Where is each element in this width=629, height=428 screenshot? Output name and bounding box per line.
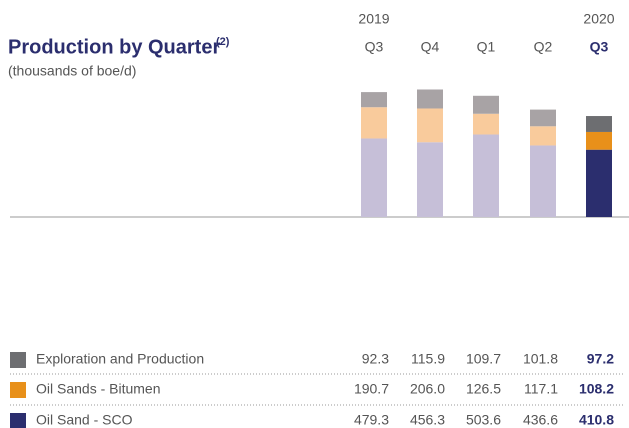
year-label: 2020	[583, 11, 614, 27]
subtitle: (thousands of boe/d)	[8, 63, 136, 79]
table-value: 190.7	[354, 381, 389, 397]
legend-label: Oil Sand - SCO	[36, 412, 133, 428]
bar-segment	[473, 95, 499, 114]
table-value: 115.9	[411, 351, 445, 367]
table-value: 108.2	[579, 381, 614, 397]
legend-swatch	[10, 413, 26, 428]
table-value: 410.8	[579, 412, 614, 428]
table-value: 503.6	[466, 412, 501, 428]
legend-label: Exploration and Production	[36, 351, 204, 367]
bar-segment	[361, 107, 387, 139]
bar-segment	[473, 134, 499, 217]
bar-segment	[530, 109, 556, 127]
table-value: 436.6	[523, 412, 558, 428]
bar-segment	[586, 116, 612, 132]
table-value: 206.0	[410, 381, 445, 397]
table-value: 117.1	[524, 381, 558, 397]
bar-segment	[417, 108, 443, 143]
x-tick-label: Q3	[590, 39, 609, 55]
legend-swatch	[10, 382, 26, 398]
bar-segment	[530, 145, 556, 217]
table-value: 109.7	[466, 351, 501, 367]
legend-swatch	[10, 352, 26, 368]
bar-segment	[586, 149, 612, 217]
bar-segment	[586, 131, 612, 150]
legend-label: Oil Sands - Bitumen	[36, 381, 161, 397]
bar-segment	[417, 142, 443, 217]
bar-segment	[473, 113, 499, 135]
chart-title: Production by Quarter	[8, 36, 220, 58]
bar-segment	[530, 126, 556, 146]
table-value: 101.8	[523, 351, 558, 367]
x-tick-label: Q1	[477, 39, 496, 55]
table-value: 92.3	[362, 351, 389, 367]
bar-segment	[361, 138, 387, 217]
table-value: 456.3	[410, 412, 445, 428]
bar-segment	[361, 92, 387, 108]
title-note: (2)	[216, 36, 230, 48]
year-label: 2019	[358, 11, 389, 27]
x-tick-label: Q3	[365, 39, 384, 55]
x-tick-label: Q2	[534, 39, 553, 55]
table-value: 97.2	[587, 351, 614, 367]
table-value: 479.3	[354, 412, 389, 428]
bar-segment	[417, 89, 443, 109]
x-tick-label: Q4	[421, 39, 440, 55]
table-value: 126.5	[466, 381, 501, 397]
